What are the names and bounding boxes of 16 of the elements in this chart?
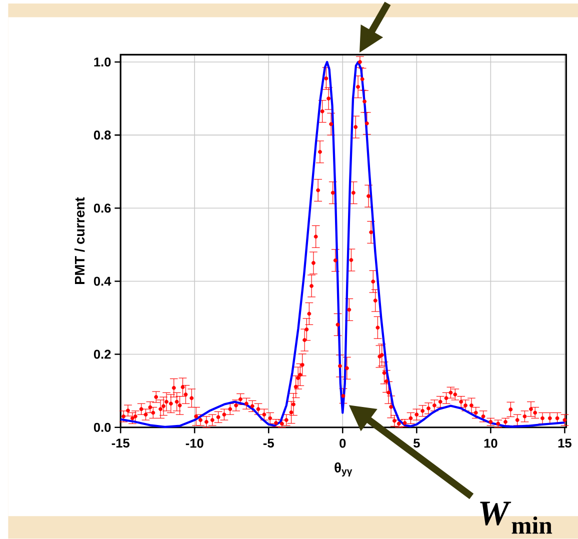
x-tick-label: -15	[112, 438, 130, 448]
x-tick-label: 0	[340, 438, 346, 448]
y-tick-label: 0.2	[94, 350, 111, 359]
x-axis-title: θ$_{yγ}$	[334, 462, 352, 477]
y-tick-label: 0.6	[94, 204, 111, 213]
y-axis-title: PMT / current	[74, 197, 85, 284]
text: W$_{min}$	[480, 502, 552, 534]
y-tick-label: 0.8	[94, 130, 111, 140]
y-tick-label: 1.0	[94, 58, 111, 67]
x-tick-label: 5	[414, 438, 420, 448]
y-tick-label: 0.0	[94, 422, 111, 432]
x-tick-label: 15	[558, 438, 572, 448]
x-tick-label: -10	[186, 438, 204, 448]
x-tick-label: -5	[263, 438, 274, 448]
x-tick-label: 10	[484, 438, 498, 448]
y-tick-label: 0.4	[94, 276, 112, 286]
